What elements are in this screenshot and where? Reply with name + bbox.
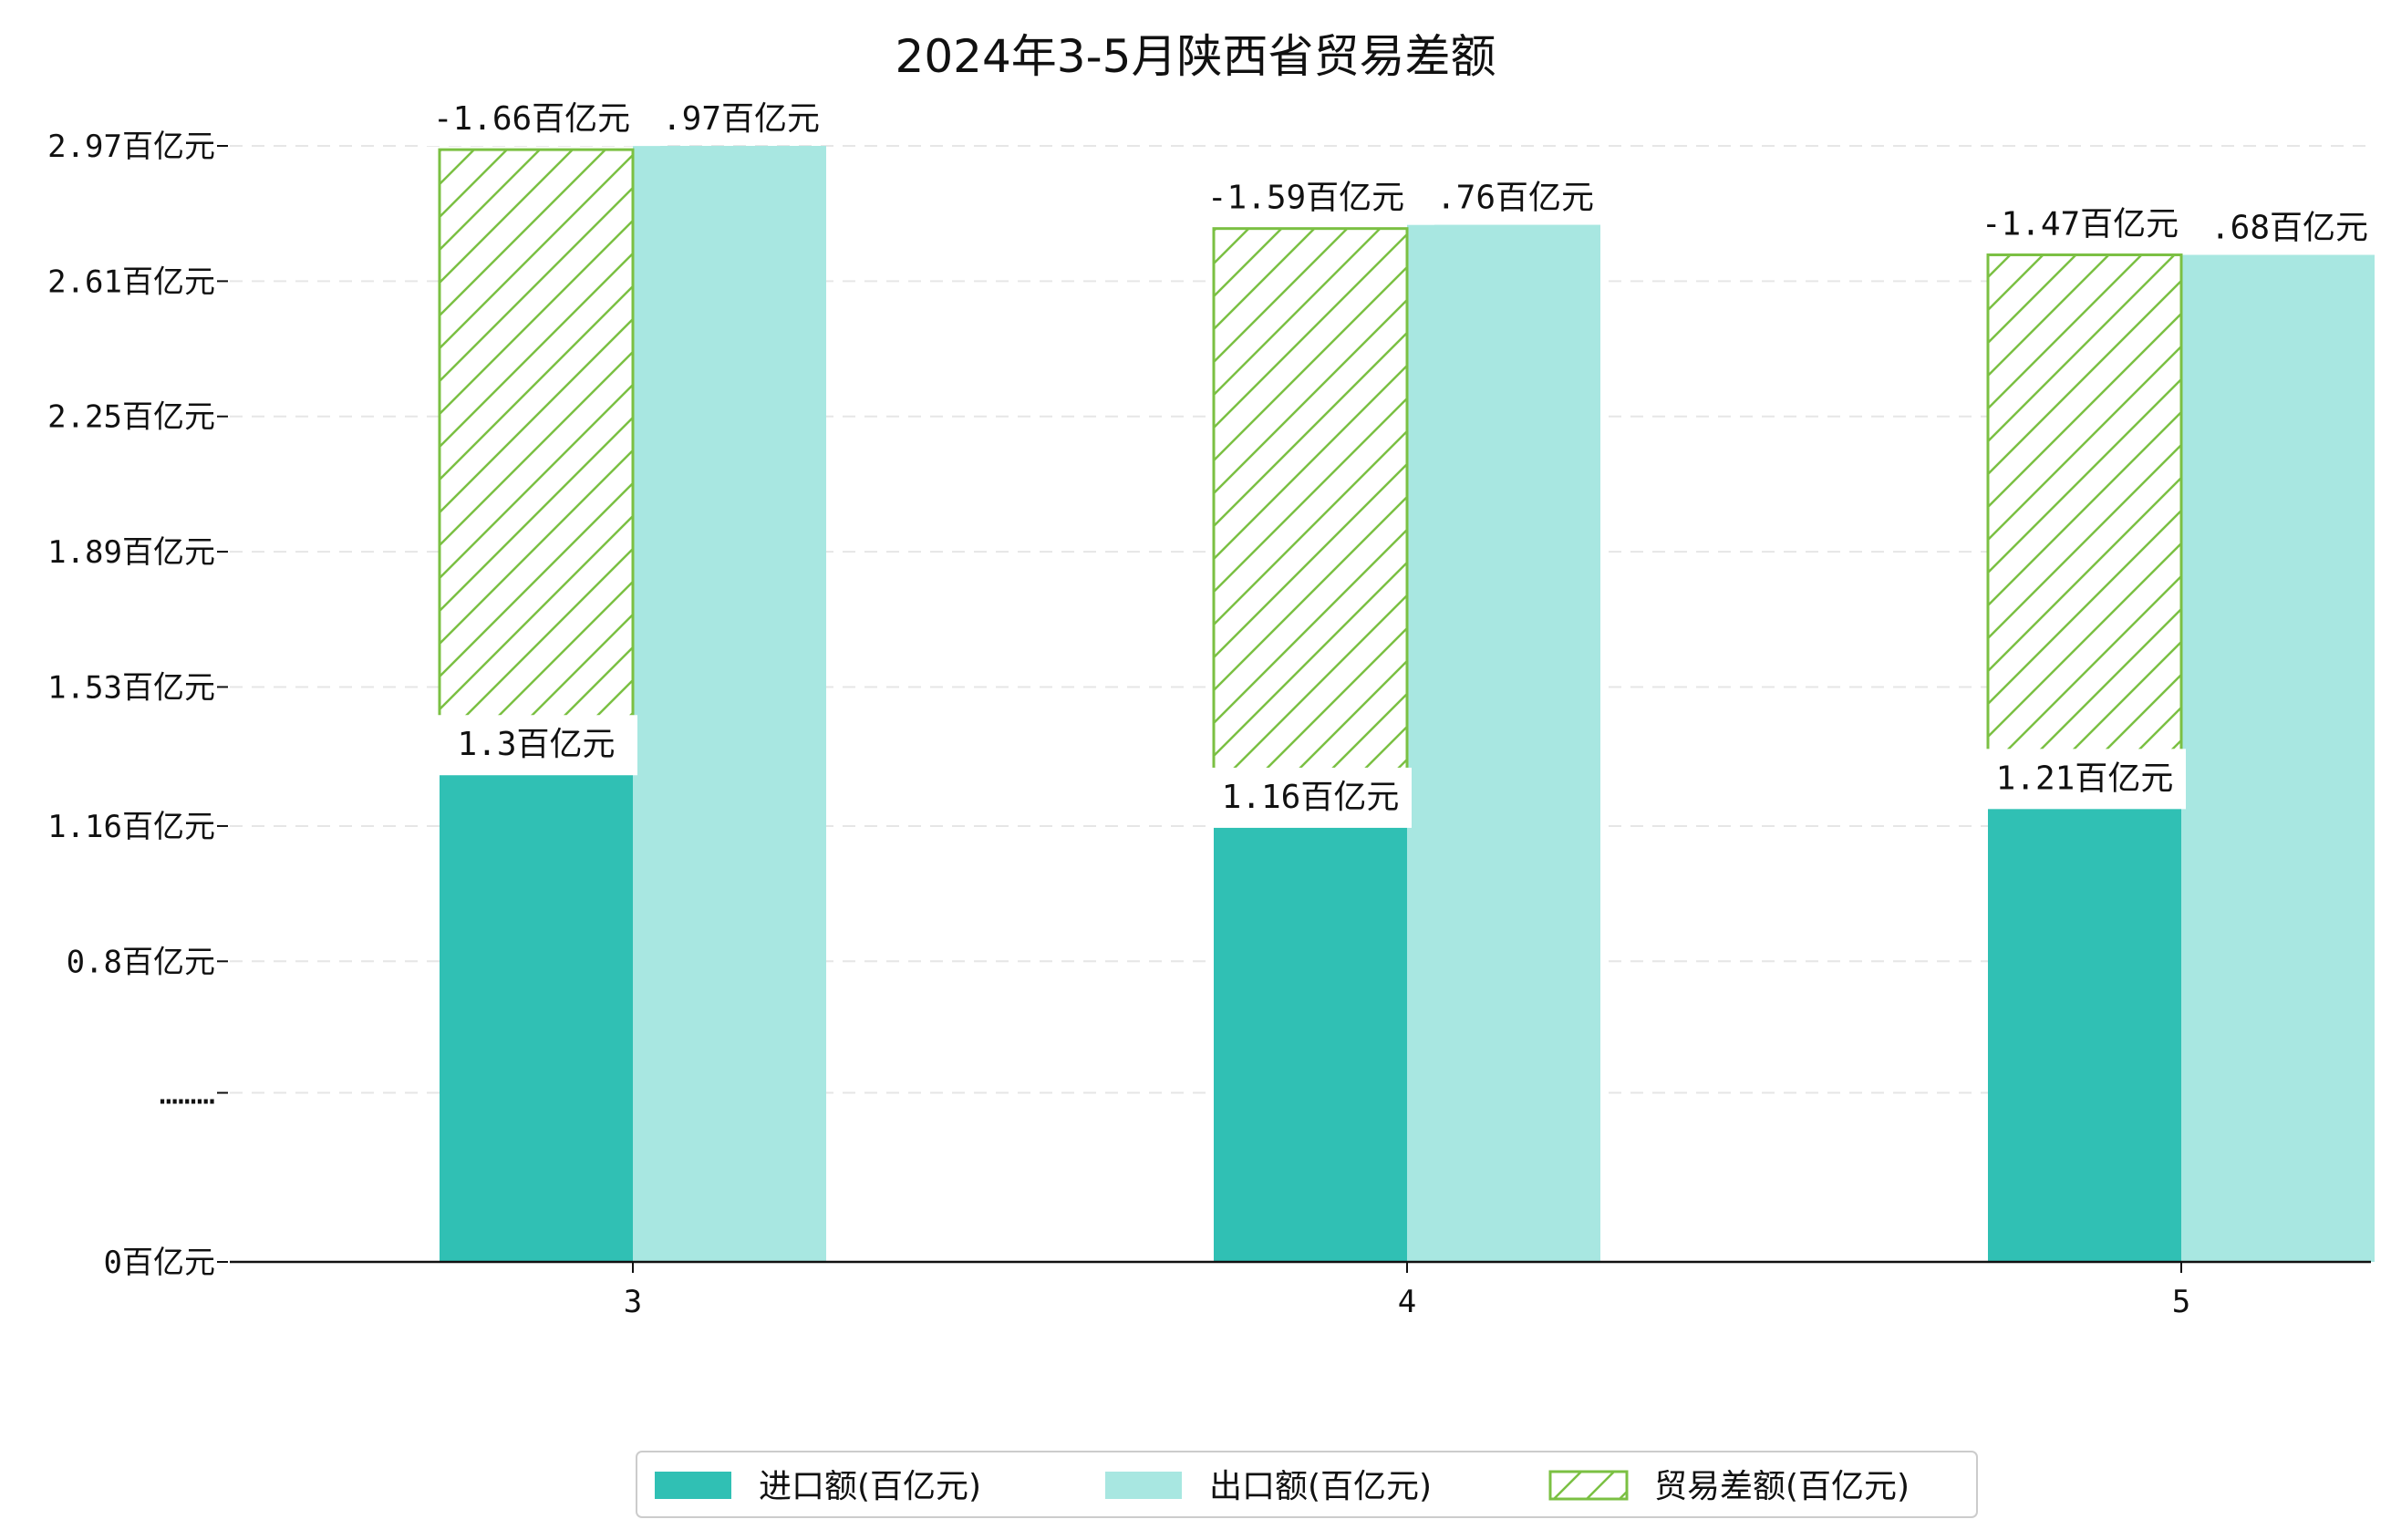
import-bar [1214, 825, 1407, 1262]
legend-swatch [1548, 1470, 1629, 1501]
x-tick-label: 4 [1398, 1284, 1416, 1320]
legend: 进口额(百亿元) 出口额(百亿元) 贸易差额(百亿元) [636, 1451, 1978, 1518]
balance-label-box [1970, 194, 2209, 252]
y-tick-label: 2.61百亿元 [47, 264, 215, 300]
import-label-box [1983, 749, 2186, 810]
export-bar [1407, 224, 1600, 1263]
balance-label-box [421, 89, 660, 147]
x-tick-label: 5 [2172, 1284, 2190, 1320]
legend-label: 进口额(百亿元) [759, 1468, 981, 1505]
import-bar [1988, 807, 2181, 1262]
legend-label: 出口额(百亿元) [1209, 1468, 1432, 1505]
y-tick-label: 1.53百亿元 [47, 669, 215, 706]
import-data-label: 1.21百亿元 [1996, 760, 2174, 797]
y-tick-label: 1.16百亿元 [47, 809, 215, 845]
y-tick-label: 0.8百亿元 [67, 944, 215, 980]
import-bar [440, 773, 633, 1262]
chart-title: 2024年3-5月陕西省贸易差额 [895, 30, 1496, 83]
legend-swatch [655, 1472, 731, 1499]
legend-swatch [1105, 1472, 1182, 1499]
export-data-label: .76百亿元 [1436, 180, 1594, 217]
balance-bar [1212, 227, 1409, 828]
import-label-box [1209, 767, 1412, 828]
y-tick-label: 1.89百亿元 [47, 534, 215, 571]
x-tick-label: 3 [624, 1284, 642, 1320]
import-data-label: 1.16百亿元 [1222, 779, 1400, 816]
balance-data-label: -1.47百亿元 [1982, 206, 2179, 243]
import-label-box [435, 715, 637, 776]
y-tick-label: 2.97百亿元 [47, 129, 215, 165]
export-data-label: .97百亿元 [662, 100, 820, 138]
export-bar [633, 146, 826, 1262]
y-tick-label: 2.25百亿元 [47, 399, 215, 436]
legend-frame [636, 1451, 1978, 1518]
balance-label-box [1196, 168, 1434, 225]
y-tick-label: ……… [160, 1076, 215, 1112]
balance-data-label: -1.66百亿元 [433, 100, 630, 138]
y-tick-label: 0百亿元 [104, 1245, 215, 1281]
export-bar [2181, 254, 2375, 1262]
balance-data-label: -1.59百亿元 [1207, 180, 1404, 217]
balance-bar [1986, 253, 2183, 809]
balance-bar [438, 148, 635, 775]
export-data-label: .68百亿元 [2210, 210, 2368, 247]
import-data-label: 1.3百亿元 [457, 726, 615, 763]
legend-label: 贸易差额(百亿元) [1654, 1468, 1910, 1505]
